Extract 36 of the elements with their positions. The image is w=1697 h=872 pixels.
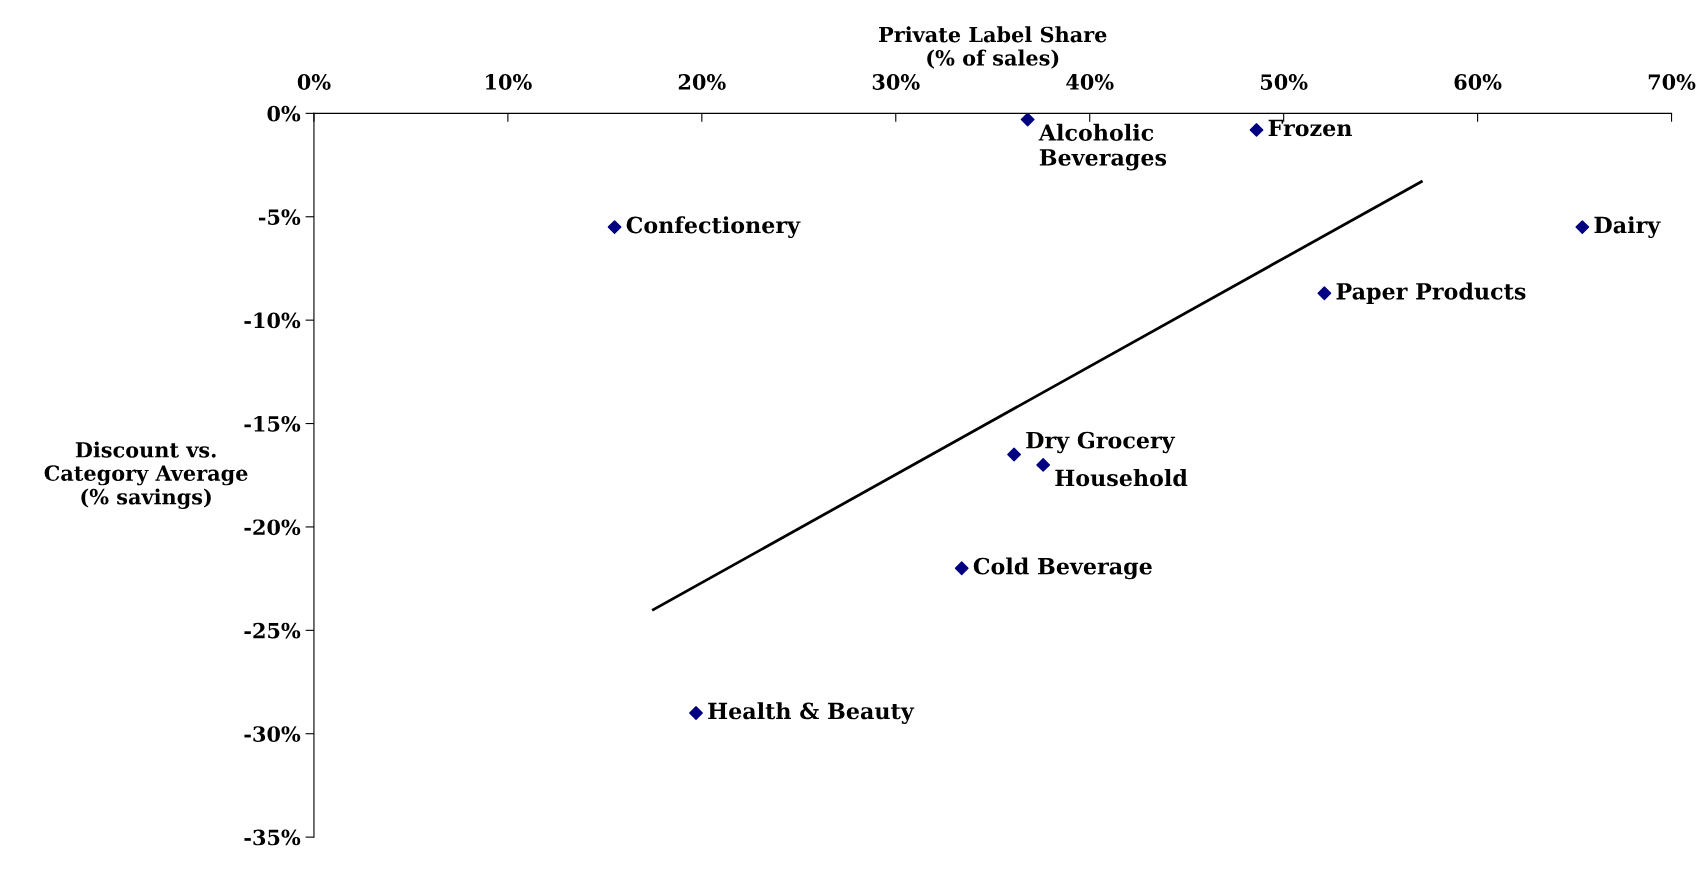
point bbox=[954, 561, 969, 576]
y-tick-label: -20% bbox=[244, 519, 301, 536]
annotation: Dairy bbox=[1594, 216, 1661, 239]
point bbox=[1036, 457, 1051, 472]
x-tick-label: 40% bbox=[1066, 74, 1114, 90]
x-tick-label: 70% bbox=[1648, 74, 1696, 90]
annotation: Household bbox=[1055, 469, 1188, 487]
point bbox=[689, 706, 703, 720]
point bbox=[607, 220, 622, 234]
y-tick-label: 0% bbox=[267, 105, 301, 122]
y-tick-label: -35% bbox=[244, 829, 301, 846]
y-tick-label: -25% bbox=[244, 622, 301, 639]
y-tick-label: -15% bbox=[244, 416, 301, 432]
point bbox=[1249, 122, 1264, 137]
x-tick-label: 10% bbox=[486, 74, 532, 90]
point bbox=[1020, 113, 1035, 127]
y-tick-label: -30% bbox=[244, 726, 301, 742]
y-tick-label: -10% bbox=[244, 312, 301, 329]
x-axis-title: Private Label Share (% of sales) bbox=[879, 26, 1107, 69]
x-tick-label: 20% bbox=[678, 74, 726, 90]
annotation: Alcoholic Beverages bbox=[1038, 123, 1167, 171]
point bbox=[1007, 447, 1021, 462]
annotation: Health & Beauty bbox=[708, 702, 915, 724]
annotation: Paper Products bbox=[1336, 282, 1526, 305]
annotation: Dry Grocery bbox=[1026, 431, 1176, 454]
x-tick-label: 60% bbox=[1454, 74, 1502, 90]
x-tick-label: 0% bbox=[297, 74, 331, 90]
x-tick-label: 30% bbox=[872, 74, 920, 90]
x-tick-label: 50% bbox=[1260, 74, 1308, 90]
annotation: Cold Beverage bbox=[973, 557, 1152, 580]
y-axis-title: Discount vs. Category Average (% savings) bbox=[44, 441, 248, 509]
point bbox=[1317, 286, 1332, 301]
point bbox=[1575, 220, 1590, 234]
y-tick-label: -5% bbox=[258, 209, 301, 225]
annotation: Frozen bbox=[1268, 119, 1352, 137]
annotation: Confectionery bbox=[626, 216, 801, 239]
